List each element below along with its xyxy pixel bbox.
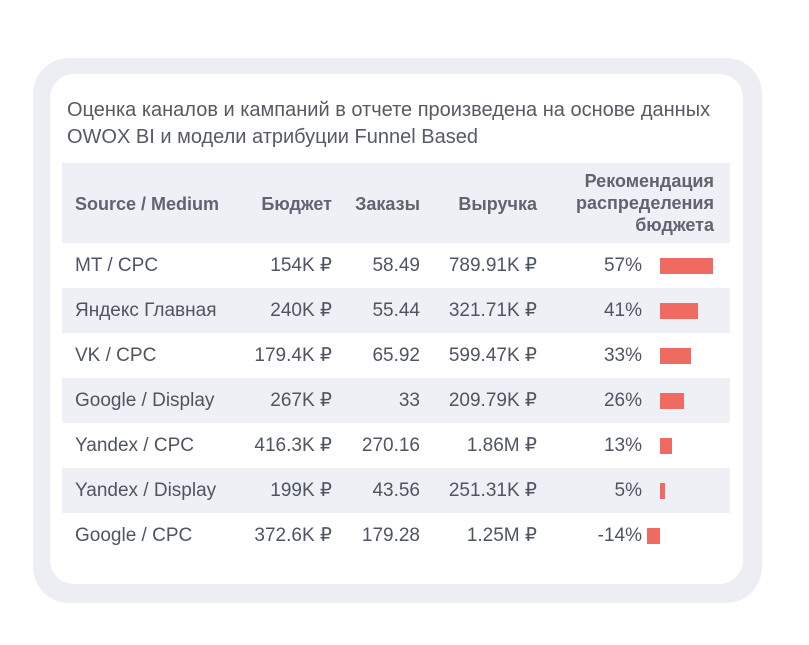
header-revenue: Выручка (458, 194, 537, 214)
source-cell: Yandex / CPC (75, 435, 194, 456)
recommendation-bar (660, 483, 665, 499)
table-row: Yandex / Display 199K ₽ 43.56 251.31K ₽ 5% (62, 468, 730, 513)
header-recommendation: Рекомендация распределения бюджета (576, 170, 714, 236)
recommendation-pct-cell: 5% (614, 480, 642, 501)
revenue-cell: 789.91K ₽ (448, 255, 537, 276)
recommendation-bar (660, 303, 699, 319)
orders-cell: 179.28 (361, 525, 420, 546)
revenue-cell: 599.47K ₽ (448, 345, 537, 366)
header-budget: Бюджет (261, 194, 332, 214)
budget-cell: 199K ₽ (270, 480, 332, 501)
recommendation-bar (660, 393, 685, 409)
table-body: MT / CPC 154K ₽ 58.49 789.91K ₽ 57% Яндекс Гл… (62, 243, 730, 558)
caption: Оценка каналов и кампаний в отчете произ… (67, 99, 711, 148)
orders-cell: 43.56 (372, 480, 420, 501)
source-cell: Яндекс Главная (75, 300, 217, 321)
recommendation-bar (646, 528, 660, 544)
recommendation-pct-cell: -14% (597, 525, 642, 546)
recommendation-pct-cell: 33% (603, 345, 642, 366)
orders-cell: 270.16 (361, 435, 420, 456)
report-table: Source / Medium Бюджет Заказы Выручка Ре… (62, 163, 730, 558)
source-cell: Google / CPC (75, 525, 193, 546)
revenue-cell: 209.79K ₽ (448, 390, 537, 411)
table-row: MT / CPC 154K ₽ 58.49 789.91K ₽ 57% (62, 243, 730, 288)
budget-cell: 179.4K ₽ (254, 345, 332, 366)
revenue-cell: 1.25M ₽ (466, 525, 537, 546)
recommendation-bar (660, 438, 673, 454)
table-row: Google / CPC 372.6K ₽ 179.28 1.25M ₽ -14% (62, 513, 730, 558)
orders-cell: 55.44 (372, 300, 420, 321)
source-cell: Yandex / Display (75, 480, 217, 501)
recommendation-pct-cell: 26% (603, 390, 642, 411)
budget-cell: 372.6K ₽ (254, 525, 332, 546)
source-cell: MT / CPC (75, 255, 159, 276)
recommendation-pct-cell: 57% (603, 255, 642, 276)
header-recommendation-line: бюджета (635, 215, 714, 235)
header-source: Source / Medium (75, 194, 220, 214)
header-orders: Заказы (355, 194, 420, 214)
header-recommendation-line: распределения (576, 193, 714, 213)
budget-cell: 267K ₽ (270, 390, 332, 411)
table-row: VK / CPC 179.4K ₽ 65.92 599.47K ₽ 33% (62, 333, 730, 378)
revenue-cell: 251.31K ₽ (448, 480, 537, 501)
revenue-cell: 1.86M ₽ (466, 435, 537, 456)
orders-cell: 58.49 (372, 255, 420, 276)
table-row: Яндекс Главная 240K ₽ 55.44 321.71K ₽ 41% (62, 288, 730, 333)
budget-cell: 154K ₽ (270, 255, 332, 276)
source-cell: VK / CPC (75, 345, 157, 366)
table-header-row: Source / Medium Бюджет Заказы Выручка Ре… (62, 163, 730, 243)
recommendation-pct-cell: 13% (603, 435, 642, 456)
orders-cell: 65.92 (372, 345, 420, 366)
budget-cell: 416.3K ₽ (254, 435, 332, 456)
table-row: Yandex / CPC 416.3K ₽ 270.16 1.86M ₽ 13% (62, 423, 730, 468)
header-recommendation-line: Рекомендация (584, 171, 714, 191)
source-cell: Google / Display (75, 390, 215, 411)
budget-cell: 240K ₽ (270, 300, 332, 321)
revenue-cell: 321.71K ₽ (448, 300, 537, 321)
table-row: Google / Display 267K ₽ 33 209.79K ₽ 26% (62, 378, 730, 423)
recommendation-bar (660, 348, 691, 364)
recommendation-pct-cell: 41% (603, 300, 642, 321)
orders-cell: 33 (398, 390, 420, 411)
recommendation-bar (660, 258, 713, 274)
